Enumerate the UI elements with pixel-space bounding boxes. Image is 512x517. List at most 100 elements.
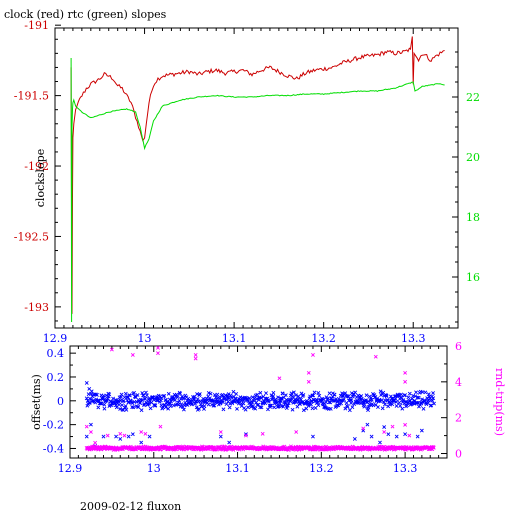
offset-point — [254, 397, 259, 401]
top-x-tick-label: 13.1 — [222, 332, 247, 345]
offset-point — [227, 396, 232, 401]
offset-point — [398, 403, 403, 408]
offset-point — [132, 390, 136, 395]
offset-point — [181, 407, 186, 412]
offset-point — [290, 394, 295, 399]
offset-point-outlier — [89, 422, 93, 427]
rndtrip-point-outlier — [93, 440, 98, 445]
offset-point — [397, 400, 402, 405]
rtc-slope-line — [70, 57, 445, 323]
offset-point — [96, 405, 101, 410]
rndtrip-point-outlier — [122, 433, 127, 438]
offset-point — [163, 405, 168, 410]
offset-point — [224, 402, 229, 406]
offset-point-outlier — [369, 434, 374, 439]
offset-point — [366, 405, 371, 409]
offset-point — [403, 393, 407, 397]
offset-point — [363, 398, 368, 403]
bottom-y2-axis-label: rnd-trip(ms) — [493, 368, 506, 436]
top-x-tick-label: 13.3 — [401, 332, 426, 345]
offset-point — [264, 391, 268, 396]
offset-point — [271, 390, 276, 395]
offset-point — [414, 390, 418, 395]
offset-point — [280, 391, 285, 396]
offset-point — [139, 408, 144, 413]
offset-point — [162, 393, 167, 398]
bottom-x-tick-label: 13 — [147, 462, 161, 475]
offset-point-outlier — [382, 425, 387, 429]
offset-point-outlier — [84, 381, 89, 385]
offset-point — [294, 400, 299, 405]
offset-point — [313, 406, 318, 410]
offset-point — [339, 401, 344, 406]
offset-point — [118, 398, 123, 403]
offset-point — [364, 393, 369, 398]
offset-point — [221, 407, 226, 412]
bottom-y2-tick-label: 6 — [455, 340, 462, 353]
bottom-panel: 12.9 13 13.1 13.2 13.3 0.4 0.2 0 -0.2 -0.4 6 4 2 0 off… — [30, 340, 506, 475]
offset-point — [295, 404, 300, 409]
offset-point — [228, 393, 233, 398]
offset-point — [335, 403, 340, 408]
rndtrip-point-outlier — [260, 431, 265, 436]
offset-point-outlier — [126, 434, 131, 439]
offset-point — [211, 403, 216, 408]
offset-point — [425, 396, 430, 401]
rndtrip-point-outlier — [118, 431, 123, 436]
offset-point — [276, 395, 280, 400]
offset-point — [380, 406, 385, 411]
rndtrip-point-outlier — [244, 433, 248, 438]
offset-point — [406, 395, 411, 400]
offset-point — [416, 395, 421, 400]
offset-point — [181, 396, 186, 400]
offset-point — [99, 401, 104, 406]
offset-point — [113, 397, 118, 402]
offset-point-outlier — [227, 440, 232, 445]
offset-point — [174, 392, 179, 397]
offset-point — [343, 391, 348, 396]
offset-point — [221, 400, 225, 405]
offset-point-outlier — [87, 386, 92, 391]
rndtrip-point-outlier — [158, 424, 163, 429]
offset-point — [290, 407, 295, 412]
offset-point — [263, 401, 268, 406]
rndtrip-point-outlier — [143, 431, 148, 436]
offset-point — [316, 403, 321, 408]
offset-point — [306, 403, 311, 408]
offset-point — [310, 393, 315, 398]
offset-point — [299, 397, 303, 402]
offset-point — [153, 403, 158, 408]
offset-point — [366, 408, 370, 412]
bottom-y2-tick-label: 0 — [455, 448, 462, 461]
offset-point — [393, 396, 398, 401]
offset-point — [206, 402, 211, 407]
offset-point — [426, 392, 431, 397]
top-y-axis-label: clockslope — [34, 149, 47, 207]
bottom-y2-tick-label: 2 — [455, 412, 462, 425]
offset-point — [316, 391, 321, 395]
offset-point-outlier — [386, 432, 391, 437]
offset-point — [147, 401, 151, 406]
offset-point — [208, 391, 213, 396]
top-y-tick-label: -192 — [24, 160, 49, 173]
offset-point — [278, 398, 283, 403]
offset-point — [331, 398, 336, 403]
offset-point — [312, 390, 317, 395]
rndtrip-point-outlier — [84, 424, 89, 429]
bottom-y-tick-label: 0.4 — [47, 347, 65, 360]
offset-point — [382, 402, 387, 407]
offset-point — [127, 393, 132, 398]
chart-title: clock (red) rtc (green) slopes — [4, 8, 167, 21]
offset-point — [359, 394, 364, 399]
offset-point — [246, 405, 250, 410]
offset-point-outlier — [218, 434, 223, 439]
offset-point — [376, 405, 380, 409]
top-y2-tick-label: 20 — [466, 151, 480, 164]
offset-point — [131, 405, 136, 410]
top-x-tick-label: 13.2 — [311, 332, 336, 345]
offset-point — [311, 393, 316, 398]
offset-point — [102, 406, 107, 411]
offset-point — [309, 402, 314, 407]
rndtrip-point-outlier — [390, 424, 395, 429]
offset-point — [285, 403, 290, 408]
